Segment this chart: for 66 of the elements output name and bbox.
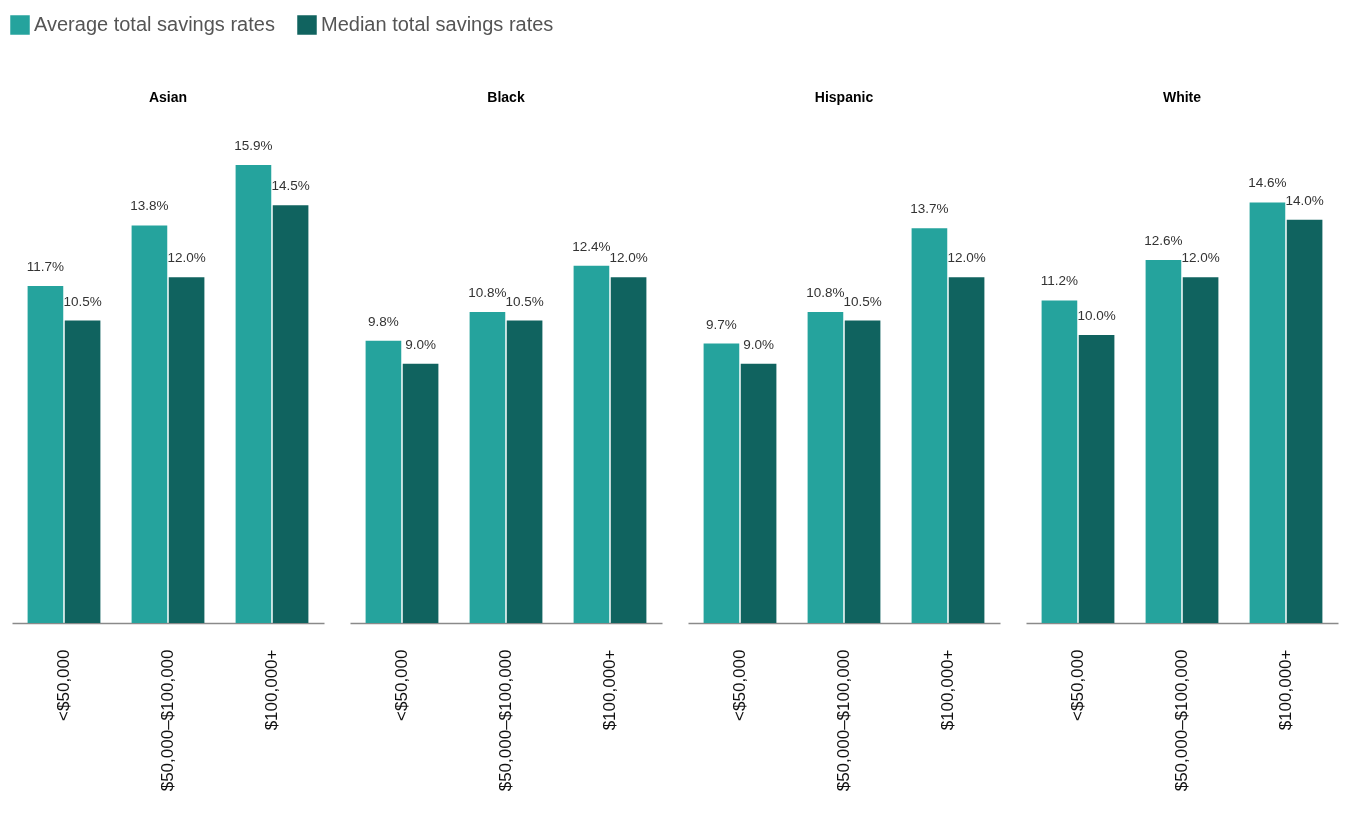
bar <box>469 311 506 623</box>
chart-title: Black <box>487 89 525 105</box>
x-tick-label: <$50,000 <box>54 649 73 721</box>
data-label: 9.8% <box>368 313 399 329</box>
x-tick-label: $50,000–$100,000 <box>1172 649 1191 792</box>
chart-title: Hispanic <box>814 89 874 105</box>
data-label: 9.7% <box>706 316 737 332</box>
bar <box>1286 219 1323 623</box>
x-tick-label: $100,000+ <box>1276 649 1295 731</box>
data-label: 11.7% <box>26 258 65 274</box>
bar <box>27 285 64 623</box>
bar <box>506 320 543 623</box>
bar <box>911 228 948 623</box>
data-label: 13.7% <box>910 201 949 217</box>
bar <box>1249 202 1286 623</box>
bar <box>703 343 740 623</box>
x-tick-label: $50,000–$100,000 <box>158 649 177 792</box>
bar <box>1078 334 1115 623</box>
data-label: 14.0% <box>1285 192 1324 208</box>
bar <box>807 311 844 623</box>
data-label: 10.5% <box>843 293 882 309</box>
x-tick-label: $50,000–$100,000 <box>834 649 853 792</box>
data-label: 12.6% <box>1144 233 1183 249</box>
bar <box>365 340 402 623</box>
bar <box>235 165 272 623</box>
data-label: 10.8% <box>468 284 507 300</box>
data-label: 10.5% <box>505 293 544 309</box>
data-label: 10.5% <box>63 293 102 309</box>
bar <box>844 320 881 623</box>
data-label: 14.5% <box>271 178 310 194</box>
bar <box>1145 260 1182 623</box>
chart-title: White <box>1162 89 1202 105</box>
x-tick-label: <$50,000 <box>1068 649 1087 721</box>
data-label: 13.8% <box>130 198 169 214</box>
data-label: 15.9% <box>234 138 273 153</box>
data-label: 12.4% <box>572 238 611 254</box>
data-label: 12.0% <box>609 250 648 266</box>
bar <box>272 205 309 623</box>
bar <box>64 320 101 623</box>
legend-label: Median total savings rates <box>321 13 554 35</box>
data-label: 11.2% <box>1040 273 1079 289</box>
bar <box>1182 277 1219 623</box>
x-tick-label: <$50,000 <box>392 649 411 721</box>
chart-title: Asian <box>148 89 188 105</box>
data-label: 10.8% <box>806 284 845 300</box>
bar <box>948 277 985 623</box>
x-tick-label: $100,000+ <box>600 649 619 731</box>
bar <box>402 363 439 623</box>
bar <box>740 363 777 623</box>
data-label: 12.0% <box>1181 250 1220 266</box>
x-tick-label: $50,000–$100,000 <box>496 649 515 792</box>
x-tick-label: <$50,000 <box>730 649 749 721</box>
bar <box>168 277 205 623</box>
bar <box>610 277 647 623</box>
x-tick-label: $100,000+ <box>262 649 281 731</box>
legend-label: Average total savings rates <box>34 13 275 35</box>
data-label: 9.0% <box>743 336 774 352</box>
x-tick-label: $100,000+ <box>938 649 957 731</box>
bar <box>573 265 610 623</box>
data-label: 12.0% <box>167 250 206 266</box>
data-label: 14.6% <box>1248 175 1287 191</box>
bar <box>131 225 168 623</box>
data-label: 10.0% <box>1077 307 1116 323</box>
bar <box>1041 300 1078 623</box>
data-label: 12.0% <box>947 250 986 266</box>
data-label: 9.0% <box>405 336 436 352</box>
